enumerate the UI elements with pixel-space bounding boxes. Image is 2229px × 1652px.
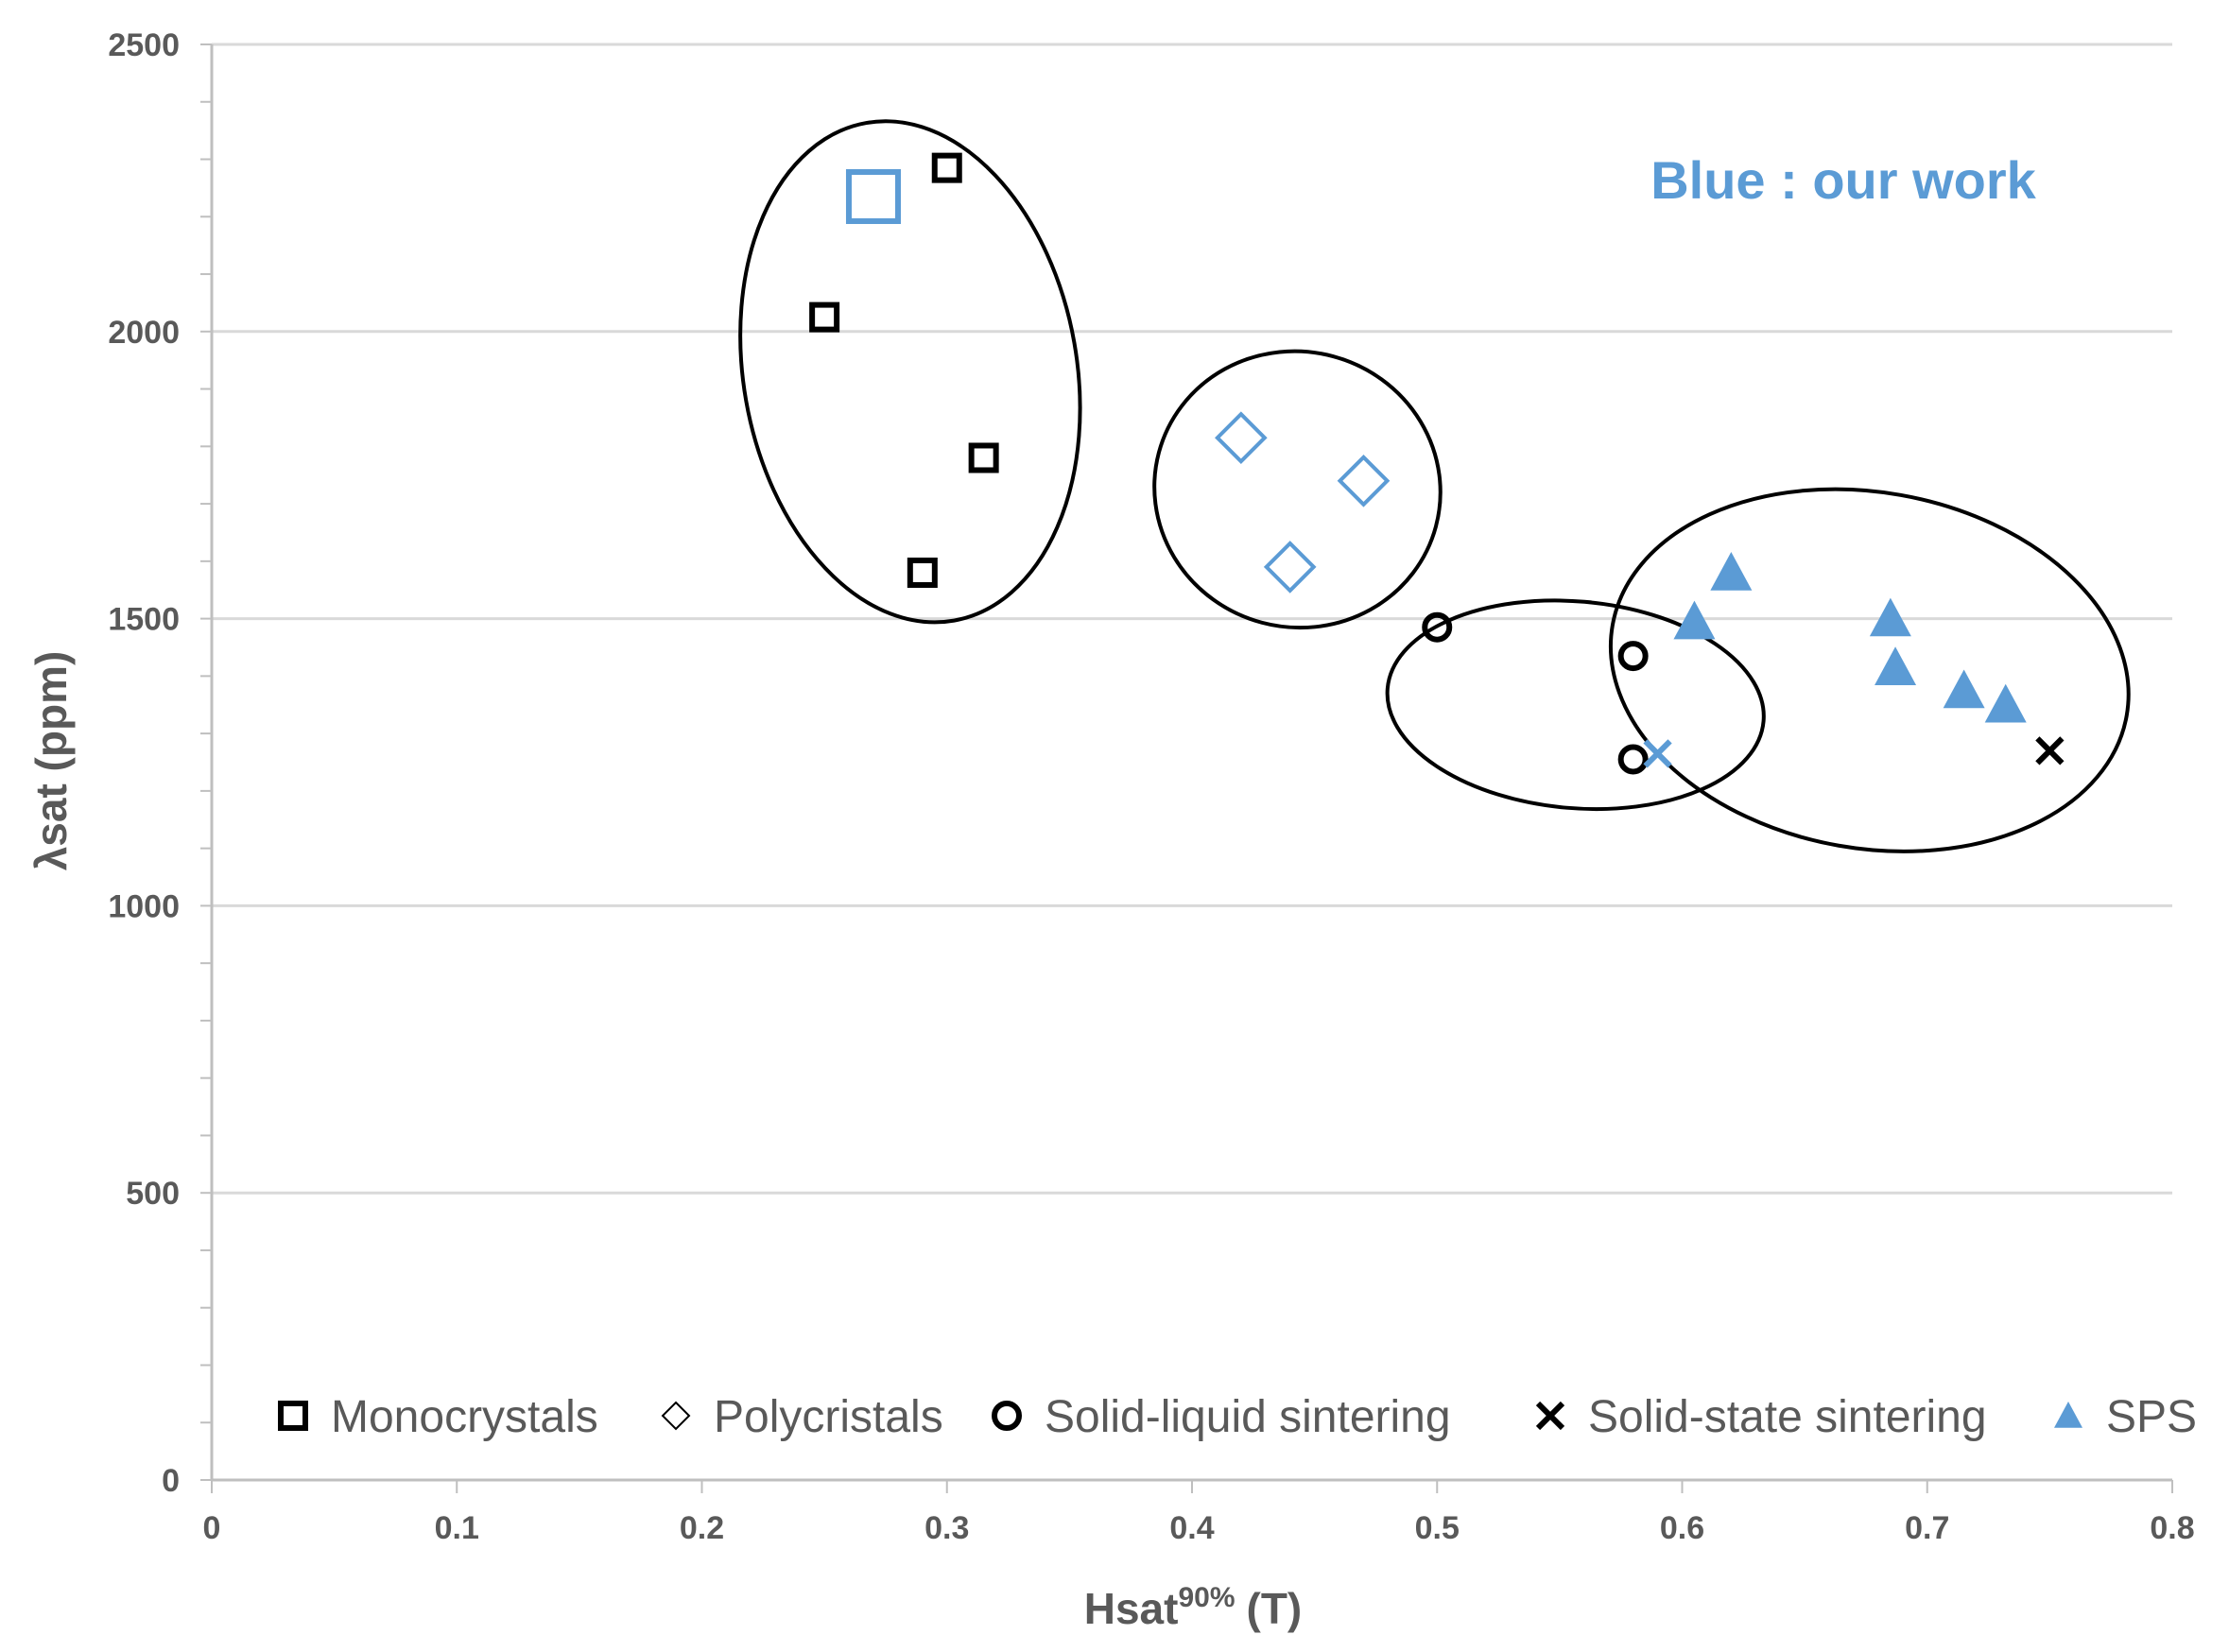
diamond-marker-shape — [1337, 454, 1391, 508]
monocrystals-point — [968, 442, 999, 473]
cross-marker-stroke — [1535, 1401, 1565, 1431]
sps-point — [1710, 551, 1753, 591]
data-points — [809, 152, 2065, 775]
sps-point — [1943, 669, 1985, 709]
monocrystals-group-ellipse — [738, 119, 1082, 625]
x-tick-label: 0.1 — [435, 1510, 479, 1546]
y-axis-title: λsat (ppm) — [26, 651, 76, 871]
y-tick-label: 1500 — [108, 602, 180, 638]
x-axis-title-unit: (T) — [1247, 1584, 1303, 1633]
legend-item-solid-state-sintering: Solid-state sintering — [1535, 1392, 1987, 1442]
solid-liquid-group-ellipse — [1385, 598, 1766, 812]
legend-label-solid-liquid-sintering: Solid-liquid sintering — [1045, 1392, 1451, 1442]
legend-marker-diamond — [661, 1401, 691, 1431]
legend-label-solid-state-sintering: Solid-state sintering — [1588, 1392, 1987, 1442]
x-axis-title-main: Hsat — [1084, 1584, 1179, 1633]
diamond-marker-shape — [1263, 541, 1317, 594]
x-tick-label: 0.2 — [680, 1510, 724, 1546]
monocrystals-point — [931, 152, 962, 183]
polycristals-point — [1337, 454, 1391, 508]
y-tick-label: 2500 — [108, 27, 180, 63]
triangle-marker-shape — [1943, 669, 1985, 709]
solid-state-sintering-point — [2035, 736, 2065, 766]
cross-marker-stroke — [2035, 736, 2065, 766]
circle-marker-shape — [1617, 744, 1649, 775]
y-tick-label: 500 — [126, 1176, 180, 1212]
solid-state-sintering-point — [1643, 739, 1672, 768]
diamond-marker-shape — [1215, 411, 1268, 465]
legend-marker-triangle — [2054, 1402, 2082, 1428]
monocrystals-point — [845, 169, 901, 225]
polycristals-group-ellipse — [1152, 349, 1443, 630]
y-tick-label: 0 — [162, 1463, 180, 1499]
circle-marker-shape — [1422, 611, 1453, 643]
solid-liquid-sintering-point — [1617, 641, 1649, 672]
legend-item-polycristals: Polycristals — [661, 1392, 943, 1442]
x-tick-label: 0 — [203, 1510, 221, 1546]
x-axis-title-superscript: 90% — [1178, 1582, 1235, 1613]
legend-item-sps: SPS — [2054, 1392, 2197, 1442]
group-ellipses — [738, 119, 2131, 853]
legend-marker-circle — [992, 1401, 1022, 1431]
x-axis-title: Hsat90% (T) — [1084, 1582, 1303, 1633]
x-tick-label: 0.6 — [1660, 1510, 1704, 1546]
triangle-marker-shape — [1710, 551, 1753, 591]
sps-point — [1875, 646, 1917, 685]
x-tick-label: 0.4 — [1169, 1510, 1214, 1546]
x-tick-label: 0.7 — [1905, 1510, 1949, 1546]
triangle-marker-shape — [1984, 683, 2027, 723]
square-marker-shape — [968, 442, 999, 473]
x-tick-label: 0.8 — [2150, 1510, 2194, 1546]
y-axis-ticks: 0 500 1000 1500 2000 2500 — [108, 27, 180, 1499]
sps-point — [1984, 683, 2027, 723]
cross-marker-stroke — [1643, 739, 1672, 768]
x-tick-label: 0.5 — [1415, 1510, 1460, 1546]
legend-marker-square — [278, 1401, 308, 1431]
legend: Monocrystals Polycristals Solid-liquid sin… — [278, 1392, 2197, 1442]
polycristals-point — [1215, 411, 1268, 465]
square-marker-shape — [907, 557, 938, 588]
circle-marker-shape — [1617, 641, 1649, 672]
triangle-marker-shape — [1875, 646, 1917, 685]
legend-marker-cross — [1535, 1401, 1565, 1431]
monocrystals-point — [907, 557, 938, 588]
legend-item-solid-liquid-sintering: Solid-liquid sintering — [992, 1392, 1451, 1442]
y-tick-label: 2000 — [108, 315, 180, 351]
x-axis-ticks: 0 0.1 0.2 0.3 0.4 0.5 0.6 0.7 0.8 — [203, 1510, 2195, 1546]
square-marker-shape — [809, 301, 840, 333]
gridlines — [212, 43, 2172, 1195]
legend-label-polycristals: Polycristals — [714, 1392, 943, 1442]
legend-label-monocrystals: Monocrystals — [331, 1392, 598, 1442]
sps-point — [1869, 597, 1911, 637]
monocrystals-point — [809, 301, 840, 333]
triangle-marker-shape — [1869, 597, 1911, 637]
solid-liquid-sintering-point — [1422, 611, 1453, 643]
triangle-marker-shape — [1673, 600, 1716, 640]
legend-item-monocrystals: Monocrystals — [278, 1392, 598, 1442]
polycristals-point — [1263, 541, 1317, 594]
annotation-label: Blue : our work — [1650, 150, 2036, 210]
x-tick-label: 0.3 — [924, 1510, 969, 1546]
circle-marker-shape — [992, 1401, 1022, 1431]
square-marker-shape — [931, 152, 962, 183]
sps-point — [1673, 600, 1716, 640]
square-marker-shape — [845, 169, 901, 225]
y-tick-label: 1000 — [108, 888, 180, 924]
square-marker-shape — [278, 1401, 308, 1431]
sps-group-ellipse — [1608, 487, 2131, 853]
solid-liquid-sintering-point — [1617, 744, 1649, 775]
axes — [200, 43, 2173, 1493]
legend-label-sps: SPS — [2106, 1392, 2197, 1442]
